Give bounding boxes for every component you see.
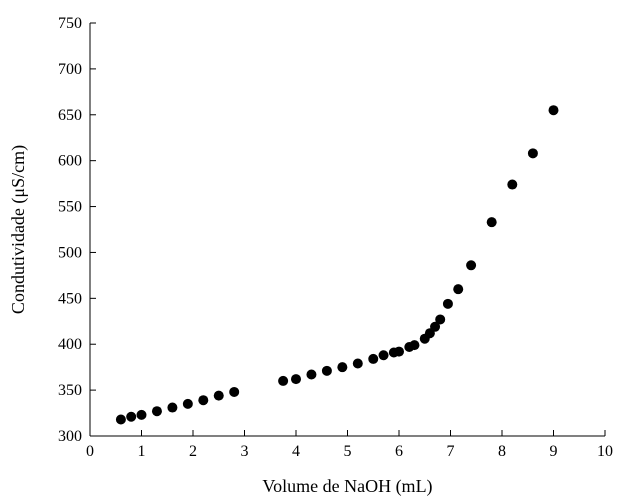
data-point [409,340,420,351]
axes [89,23,605,437]
y-axis-title: Condutividade (μS/cm) [8,145,29,314]
data-point [291,374,301,385]
x-tick-label: 3 [241,443,249,460]
x-tick-label: 9 [550,443,558,460]
data-point [527,148,538,159]
x-axis-ticks: 0 1 2 3 4 5 6 7 8 9 10 [86,430,613,460]
data-point [151,406,162,417]
x-tick-label: 8 [498,443,506,460]
data-point [321,365,332,376]
data-point [486,217,497,228]
data-point [115,414,126,425]
y-axis-ticks: 300 350 400 450 500 550 600 650 700 750 [58,15,96,445]
x-tick-label: 7 [447,443,455,460]
data-point [430,321,441,332]
y-tick-label: 550 [58,199,82,216]
x-tick-label: 6 [395,443,403,460]
data-point [126,411,137,422]
data-point [167,402,178,413]
y-tick-label: 650 [58,107,82,124]
data-point [213,390,224,401]
data-point [442,298,453,309]
data-point [453,284,464,295]
y-tick-label: 500 [58,244,82,261]
data-point [435,314,446,325]
data-point [466,260,477,271]
data-point [306,369,317,380]
x-tick-label: 10 [597,443,613,460]
x-axis-title: Volume de NaOH (mL) [262,476,432,497]
data-points [115,105,559,425]
data-point [182,398,193,409]
data-point [352,358,363,369]
y-tick-label: 750 [58,15,82,32]
y-tick-label: 300 [58,428,82,445]
data-point [548,105,559,116]
data-point [394,346,404,357]
x-tick-label: 0 [86,443,94,460]
data-point [229,386,240,397]
x-tick-label: 4 [292,443,300,460]
y-tick-label: 400 [58,336,82,353]
x-tick-label: 5 [344,443,352,460]
y-tick-label: 350 [58,382,82,399]
y-tick-label: 600 [58,153,82,170]
data-point [368,353,379,364]
y-tick-label: 700 [58,61,82,78]
data-point [278,375,289,386]
data-point [507,179,518,190]
y-tick-label: 450 [58,290,82,307]
data-point [378,350,389,361]
data-point [337,362,348,373]
x-tick-label: 1 [138,443,146,460]
x-tick-label: 2 [189,443,197,460]
data-point [198,395,209,406]
data-point [136,409,147,420]
